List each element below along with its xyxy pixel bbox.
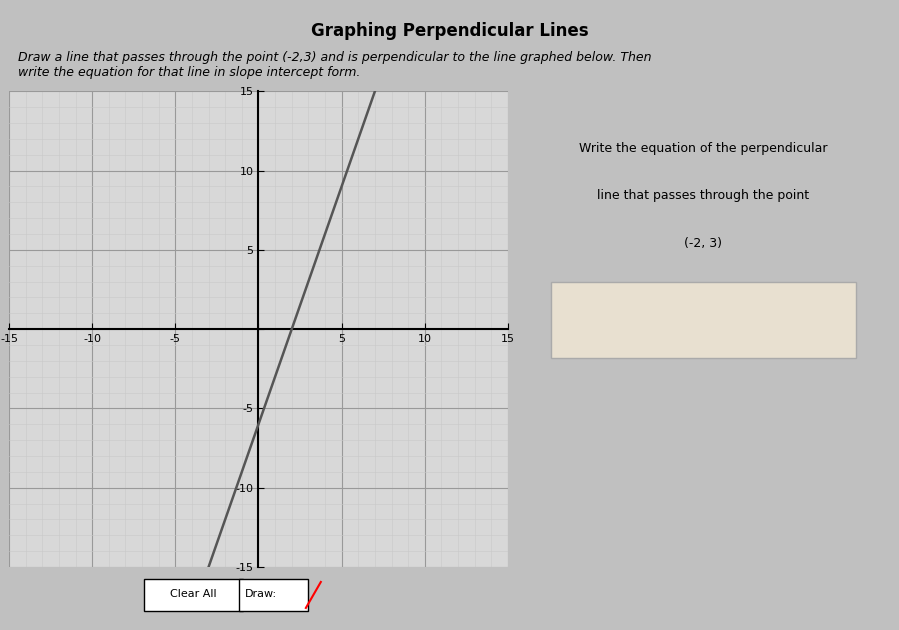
Text: Clear All: Clear All [170, 589, 217, 598]
FancyBboxPatch shape [550, 282, 857, 358]
Text: Write the equation of the perpendicular: Write the equation of the perpendicular [579, 142, 828, 155]
Text: Draw:: Draw: [245, 589, 277, 598]
Text: Graphing Perpendicular Lines: Graphing Perpendicular Lines [311, 22, 588, 40]
FancyBboxPatch shape [144, 579, 244, 611]
Text: line that passes through the point: line that passes through the point [598, 190, 809, 202]
FancyBboxPatch shape [238, 579, 308, 611]
Text: Draw a line that passes through the point (-2,3) and is perpendicular to the lin: Draw a line that passes through the poin… [18, 50, 651, 79]
Text: (-2, 3): (-2, 3) [684, 237, 723, 250]
